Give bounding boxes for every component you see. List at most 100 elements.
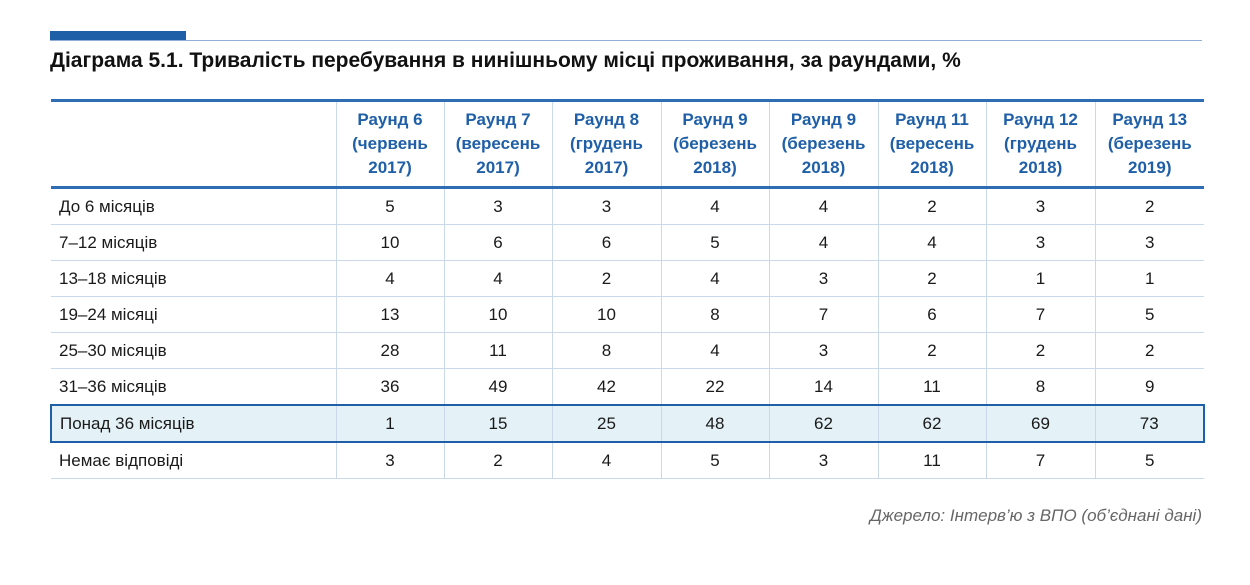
table-cell: 7 bbox=[985, 296, 1095, 333]
column-header-line: Раунд 13 bbox=[1112, 110, 1188, 129]
table-cell: 5 bbox=[660, 442, 769, 479]
table-cell: 49 bbox=[443, 368, 552, 406]
column-header-line: Раунд 11 bbox=[895, 110, 969, 129]
column-header-line: 2018) bbox=[693, 158, 737, 177]
row-label: До 6 місяців bbox=[51, 187, 336, 225]
column-header-line: Раунд 9 bbox=[790, 110, 857, 129]
column-header-line: (грудень bbox=[570, 134, 643, 153]
column-header-line: (червень bbox=[352, 134, 428, 153]
table-cell: 8 bbox=[985, 368, 1095, 406]
column-header-line: (грудень bbox=[1004, 134, 1077, 153]
table-cell: 73 bbox=[1094, 404, 1205, 443]
column-header-line: (березень bbox=[1107, 134, 1192, 153]
table-cell: 5 bbox=[1094, 442, 1204, 479]
column-header-5: Раунд 9 (березень 2018) bbox=[768, 100, 878, 188]
table-row: Понад 36 місяців 1 15 25 48 62 62 69 73 bbox=[50, 404, 1205, 443]
row-label: 25–30 місяців bbox=[51, 332, 336, 369]
column-header-line: Раунд 6 bbox=[357, 110, 423, 129]
top-rule bbox=[50, 40, 1202, 41]
table-cell: 28 bbox=[335, 332, 444, 369]
table-cell: 7 bbox=[768, 296, 878, 333]
table-cell: 6 bbox=[551, 224, 661, 261]
table-cell: 13 bbox=[335, 296, 444, 333]
table-cell: 11 bbox=[877, 368, 986, 406]
column-header-line: Раунд 12 bbox=[1003, 110, 1078, 129]
table-cell: 2 bbox=[1094, 187, 1204, 225]
table-cell: 2 bbox=[877, 332, 986, 369]
table-row: 19–24 місяці 13 10 10 8 7 6 7 5 bbox=[51, 296, 1204, 333]
column-header-line: 2018) bbox=[1018, 158, 1063, 177]
row-label: Понад 36 місяців bbox=[50, 404, 336, 443]
table-cell: 3 bbox=[551, 187, 661, 225]
table-cell: 14 bbox=[768, 368, 878, 406]
table-cell: 1 bbox=[335, 404, 444, 443]
table-cell: 4 bbox=[443, 260, 552, 297]
table-cell: 3 bbox=[768, 260, 878, 297]
table-cell: 2 bbox=[443, 442, 552, 479]
accent-bar bbox=[50, 31, 186, 40]
row-label: 7–12 місяців bbox=[51, 224, 336, 261]
table-cell: 4 bbox=[551, 442, 661, 479]
table-cell: 3 bbox=[985, 187, 1095, 225]
table-cell: 6 bbox=[877, 296, 986, 333]
table-cell: 62 bbox=[877, 404, 986, 443]
table-cell: 10 bbox=[335, 224, 444, 261]
table-row: 13–18 місяців 4 4 2 4 3 2 1 1 bbox=[51, 260, 1204, 297]
table-cell: 62 bbox=[768, 404, 878, 443]
table-cell: 3 bbox=[985, 224, 1095, 261]
column-header-line: 2018) bbox=[910, 158, 954, 177]
table-cell: 2 bbox=[985, 332, 1095, 369]
table-row: Немає відповіді 3 2 4 5 3 11 7 5 bbox=[51, 442, 1204, 479]
column-header-1: Раунд 6 (червень 2017) bbox=[335, 100, 444, 188]
table-cell: 2 bbox=[551, 260, 661, 297]
table-cell: 6 bbox=[443, 224, 552, 261]
row-label: Немає відповіді bbox=[51, 442, 336, 479]
table-cell: 42 bbox=[551, 368, 661, 406]
column-header-line: 2019) bbox=[1128, 158, 1172, 177]
table-cell: 4 bbox=[335, 260, 444, 297]
table-cell: 48 bbox=[660, 404, 769, 443]
table-cell: 8 bbox=[551, 332, 661, 369]
column-header-2: Раунд 7 (вересень 2017) bbox=[443, 100, 552, 188]
table-cell: 4 bbox=[660, 332, 769, 369]
column-header-line: (березень bbox=[781, 134, 866, 153]
column-header-line: 2018) bbox=[801, 158, 846, 177]
table-cell: 11 bbox=[443, 332, 552, 369]
column-header-line: 2017) bbox=[368, 158, 412, 177]
table-cell: 3 bbox=[1094, 224, 1204, 261]
table-cell: 4 bbox=[877, 224, 986, 261]
table-cell: 9 bbox=[1094, 368, 1204, 406]
source-note: Джерело: Інтерв’ю з ВПО (об’єднані дані) bbox=[869, 506, 1202, 525]
table-cell: 3 bbox=[335, 442, 444, 479]
column-header-line: 2017) bbox=[584, 158, 629, 177]
column-header-4: Раунд 9 (березень 2018) bbox=[660, 100, 769, 188]
header-row: Раунд 6 (червень 2017) Раунд 7 (вересень 2017… bbox=[51, 100, 1204, 188]
table-body: До 6 місяців 5 3 3 4 4 2 3 2 7–12 місяців 10 6 6 5 4 4 3… bbox=[50, 187, 1205, 479]
table-row: 25–30 місяців 28 11 8 4 3 2 2 2 bbox=[51, 332, 1204, 369]
table-cell: 3 bbox=[443, 187, 552, 225]
table-cell: 22 bbox=[660, 368, 769, 406]
table-cell: 2 bbox=[877, 260, 986, 297]
table-cell: 8 bbox=[660, 296, 769, 333]
table-cell: 4 bbox=[768, 224, 878, 261]
table-cell: 25 bbox=[551, 404, 661, 443]
column-header-line: Раунд 9 bbox=[682, 110, 748, 129]
column-header-8: Раунд 13 (березень 2019) bbox=[1094, 100, 1204, 188]
data-table: Раунд 6 (червень 2017) Раунд 7 (вересень 2017… bbox=[50, 99, 1205, 479]
table-cell: 2 bbox=[877, 187, 986, 225]
table-cell: 10 bbox=[551, 296, 661, 333]
column-header-line: 2017) bbox=[476, 158, 520, 177]
table-cell: 3 bbox=[768, 442, 878, 479]
column-header-line: (березень bbox=[673, 134, 757, 153]
table-cell: 5 bbox=[660, 224, 769, 261]
table-cell: 10 bbox=[443, 296, 552, 333]
column-header-line: (вересень bbox=[455, 134, 541, 153]
table-cell: 69 bbox=[985, 404, 1095, 443]
table-cell: 4 bbox=[660, 260, 769, 297]
table-cell: 36 bbox=[335, 368, 444, 406]
table-row: До 6 місяців 5 3 3 4 4 2 3 2 bbox=[51, 187, 1204, 225]
column-header-line: Раунд 8 bbox=[573, 110, 640, 129]
table-cell: 3 bbox=[768, 332, 878, 369]
chart-title: Діаграма 5.1. Тривалість перебування в н… bbox=[50, 49, 961, 72]
table-row: 7–12 місяців 10 6 6 5 4 4 3 3 bbox=[51, 224, 1204, 261]
